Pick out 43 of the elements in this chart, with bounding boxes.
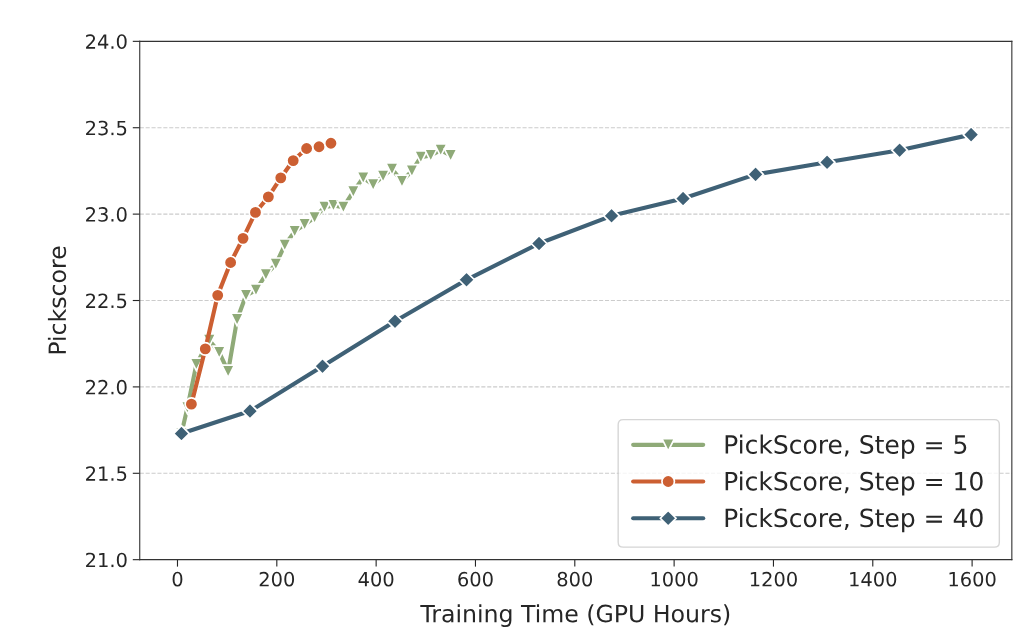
point — [273, 170, 288, 185]
y-axis-title: Pickscore — [47, 246, 67, 354]
point — [311, 139, 327, 154]
point — [457, 271, 476, 289]
point — [323, 136, 339, 151]
x-tick-label: 1200 — [750, 571, 797, 587]
y-tick-label: 22.0 — [86, 379, 127, 395]
legend-label: PickScore, Step = 5 — [725, 434, 967, 459]
point — [313, 357, 332, 375]
point — [184, 397, 199, 412]
point — [818, 153, 836, 171]
point — [235, 231, 251, 246]
point — [346, 184, 361, 199]
y-tick-label: 23.0 — [86, 207, 127, 222]
y-tick-label: 23.5 — [86, 120, 127, 136]
y-tick-label: 21.5 — [86, 466, 127, 481]
legend-label: PickScore, Step = 10 — [725, 471, 983, 496]
point — [962, 125, 980, 144]
legend-label: PickScore, Step = 40 — [725, 507, 983, 533]
point — [890, 141, 909, 159]
y-tick-label: 21.0 — [86, 552, 127, 568]
x-tick-label: 1400 — [850, 571, 897, 587]
x-axis-title: Training Time (GPU Hours) — [420, 604, 730, 628]
point — [286, 153, 301, 168]
point — [336, 200, 351, 215]
point — [198, 341, 213, 356]
x-tick-label: 600 — [458, 571, 493, 587]
x-tick-label: 1600 — [949, 571, 996, 587]
x-tick-label: 0 — [172, 571, 183, 587]
point — [241, 402, 259, 420]
point — [248, 205, 263, 220]
y-tick-label: 22.5 — [86, 293, 127, 309]
point — [223, 255, 238, 270]
point — [299, 141, 314, 156]
point — [261, 189, 276, 204]
point — [602, 207, 621, 225]
point — [210, 288, 225, 303]
y-tick-label: 24.0 — [86, 34, 127, 49]
x-tick-label: 1000 — [651, 571, 698, 587]
x-tick-label: 400 — [358, 571, 394, 587]
point — [386, 312, 404, 330]
x-tick-label: 800 — [557, 571, 593, 587]
x-tick-label: 200 — [259, 571, 295, 587]
